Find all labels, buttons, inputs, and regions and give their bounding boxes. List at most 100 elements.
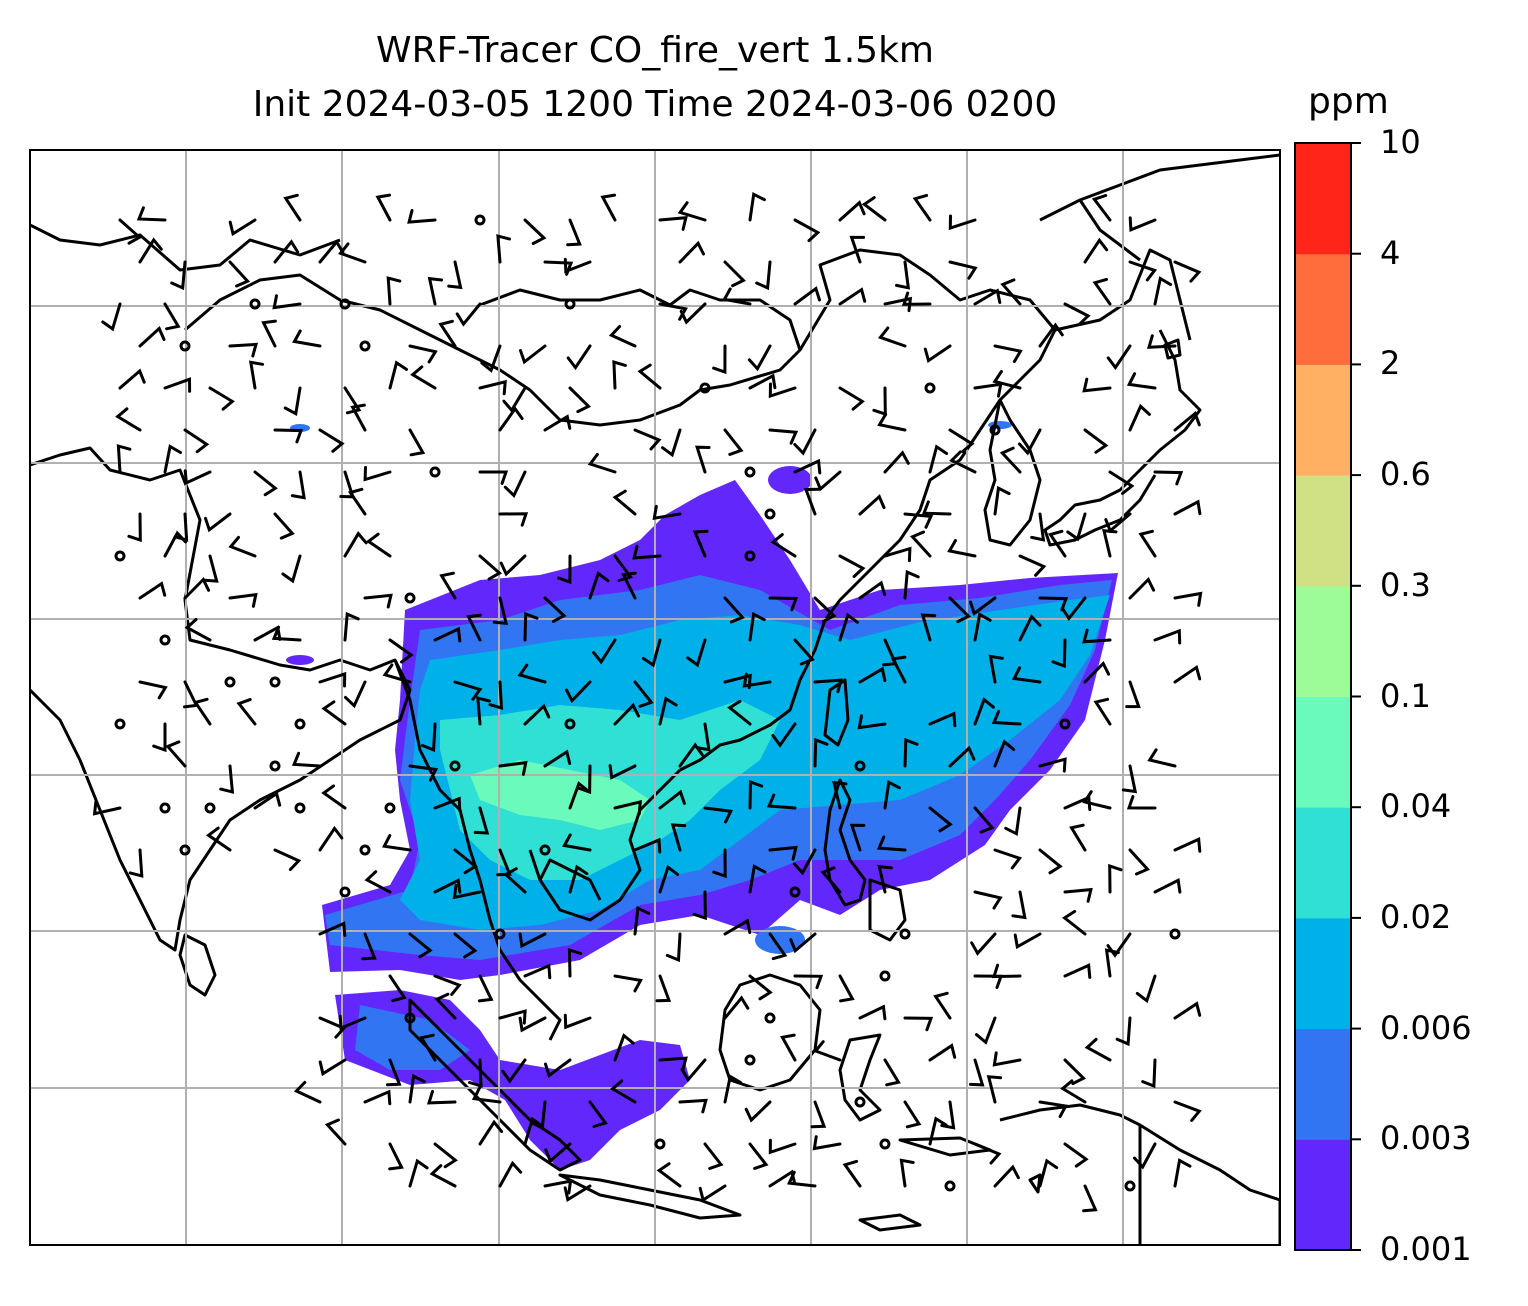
wind-barb [857,714,887,730]
wind-barb [1173,260,1202,283]
wind-barb [1018,614,1042,642]
wind-barb [478,470,509,485]
wind-barb [1060,596,1087,621]
wind-barb [557,554,572,585]
wind-barb [1083,237,1109,264]
calm-wind-marker [359,844,371,856]
wind-barb [466,613,482,642]
wind-barb [471,1086,502,1104]
wind-barb [321,700,347,726]
wind-barb [364,870,392,894]
wind-barb [291,751,322,768]
wind-barb [637,363,662,390]
wind-barb [128,848,144,878]
wind-barb [503,867,527,894]
map-frame [29,149,1281,1246]
wind-barb [993,739,1016,768]
plume-level-0.003-south [355,1005,470,1070]
wind-barb [678,1098,708,1114]
wind-barb [923,344,952,364]
wind-barb [502,386,527,413]
wind-barb [408,932,433,959]
wind-barb [407,209,437,224]
wind-barb [478,1119,504,1146]
wind-barb [433,1142,458,1169]
wind-barb [969,596,997,616]
wind-barb [613,799,642,816]
wind-barb [1038,1158,1059,1188]
wind-barb [382,663,412,684]
wind-barb [820,866,842,894]
wind-barb [849,823,866,852]
wind-barb [1173,591,1203,607]
calm-wind-marker [699,382,711,394]
wind-barb [883,1058,901,1087]
wind-barb [344,680,367,709]
wind-barb [658,864,680,894]
colorbar-tick-label: 0.02 [1380,897,1452,936]
wind-barb [842,1159,862,1188]
wind-barb [872,386,887,417]
wind-barb [273,512,295,540]
wind-barb [747,344,772,372]
wind-barb [658,696,678,726]
wind-barb [633,837,662,854]
wind-barb [293,1080,322,1104]
colorbar-tick-label: 0.1 [1380,676,1431,715]
wind-barb [992,1051,1022,1067]
colorbar-segment [1295,1028,1351,1140]
wind-barb [567,947,583,978]
wind-barb [1038,1100,1069,1119]
wind-barb [1063,963,1092,979]
wind-barb [566,218,582,247]
wind-barb [1147,748,1177,768]
wind-barb [748,611,766,642]
wind-barb [438,319,457,348]
wind-barb [973,382,1003,398]
wind-barb [723,260,746,288]
wind-barb [883,779,901,810]
wind-barb [473,806,490,835]
wind-barb [1018,428,1042,456]
wind-barb [813,737,829,768]
calm-wind-marker [989,424,1001,436]
wind-barb [478,379,507,396]
colorbar-segment [1295,917,1351,1030]
colorbar-segment [1295,1139,1351,1251]
wind-barb [970,932,997,956]
wind-barb [517,663,547,684]
wind-barb [991,709,1022,726]
wind-barb [318,239,345,264]
wind-barb [170,260,187,291]
wind-barb [498,760,528,776]
wind-barb [712,344,727,375]
wind-barb [1030,512,1046,542]
wind-barb [501,1058,527,1084]
wind-barb [318,428,345,453]
wind-barb [768,596,799,612]
calm-wind-marker [159,634,171,646]
wind-barb [608,764,637,780]
wind-barb [948,428,975,453]
wind-barb [468,1058,483,1089]
wind-barb [849,235,866,264]
calm-wind-marker [1059,718,1071,730]
wind-barb [1063,1058,1087,1086]
calm-wind-marker [269,760,281,772]
wind-barb [1125,680,1141,709]
wind-barb [365,532,392,558]
wind-barb [283,193,302,222]
wind-barb [988,654,1004,684]
wind-barb [1106,932,1132,958]
wind-barb [563,1184,592,1202]
wind-barbs [92,192,1203,1213]
wind-barb [613,1033,635,1062]
calm-wind-marker [114,718,126,730]
calm-wind-marker [359,340,371,352]
calm-wind-marker [564,718,576,730]
wind-barb [608,325,637,348]
wind-barb [1062,909,1087,936]
wind-barb [566,344,592,371]
wind-barb [793,458,822,475]
wind-barb [993,1164,1020,1188]
